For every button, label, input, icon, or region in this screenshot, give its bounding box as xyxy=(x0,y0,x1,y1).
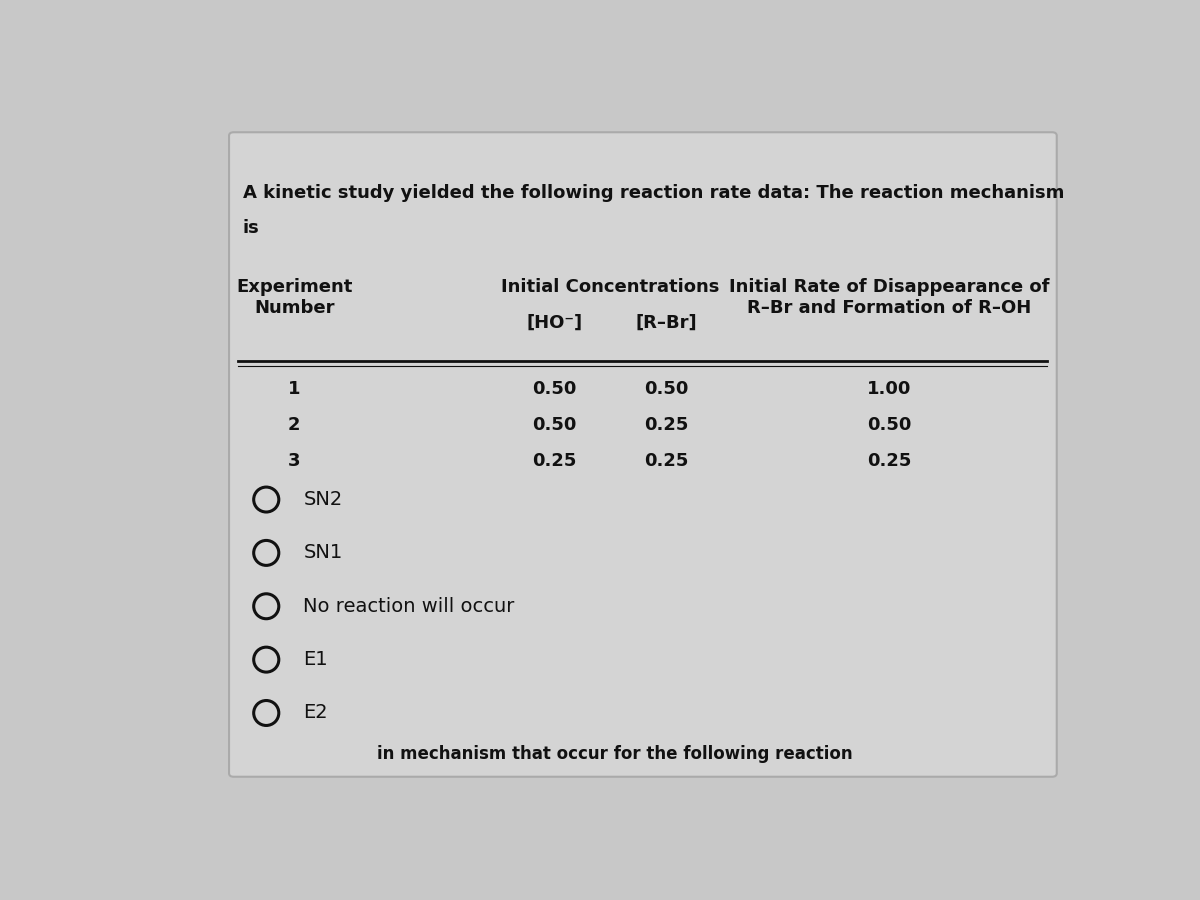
Text: 0.50: 0.50 xyxy=(644,380,689,398)
Text: E2: E2 xyxy=(304,704,328,723)
Text: 1.00: 1.00 xyxy=(868,380,912,398)
Text: [R–Br]: [R–Br] xyxy=(635,314,697,332)
Text: 0.25: 0.25 xyxy=(644,452,689,470)
Text: [HO⁻]: [HO⁻] xyxy=(527,314,583,332)
Text: 2: 2 xyxy=(288,416,300,434)
Text: No reaction will occur: No reaction will occur xyxy=(304,597,515,616)
Text: 0.50: 0.50 xyxy=(533,380,577,398)
Text: SN2: SN2 xyxy=(304,490,343,509)
Text: Initial Rate of Disappearance of
R–Br and Formation of R–OH: Initial Rate of Disappearance of R–Br an… xyxy=(730,278,1050,317)
Text: 0.50: 0.50 xyxy=(533,416,577,434)
Text: 0.25: 0.25 xyxy=(644,416,689,434)
Text: SN1: SN1 xyxy=(304,544,343,562)
Text: 0.25: 0.25 xyxy=(868,452,912,470)
Text: in mechanism that occur for the following reaction: in mechanism that occur for the followin… xyxy=(377,745,853,763)
Text: is: is xyxy=(242,219,259,237)
Text: 1: 1 xyxy=(288,380,300,398)
Text: 0.50: 0.50 xyxy=(868,416,912,434)
Text: E1: E1 xyxy=(304,650,328,669)
Text: A kinetic study yielded the following reaction rate data: The reaction mechanism: A kinetic study yielded the following re… xyxy=(242,184,1064,202)
Text: 3: 3 xyxy=(288,452,300,470)
FancyBboxPatch shape xyxy=(229,132,1057,777)
Text: Initial Concentrations: Initial Concentrations xyxy=(502,278,720,296)
Text: Experiment
Number: Experiment Number xyxy=(236,278,353,317)
Text: 0.25: 0.25 xyxy=(533,452,577,470)
